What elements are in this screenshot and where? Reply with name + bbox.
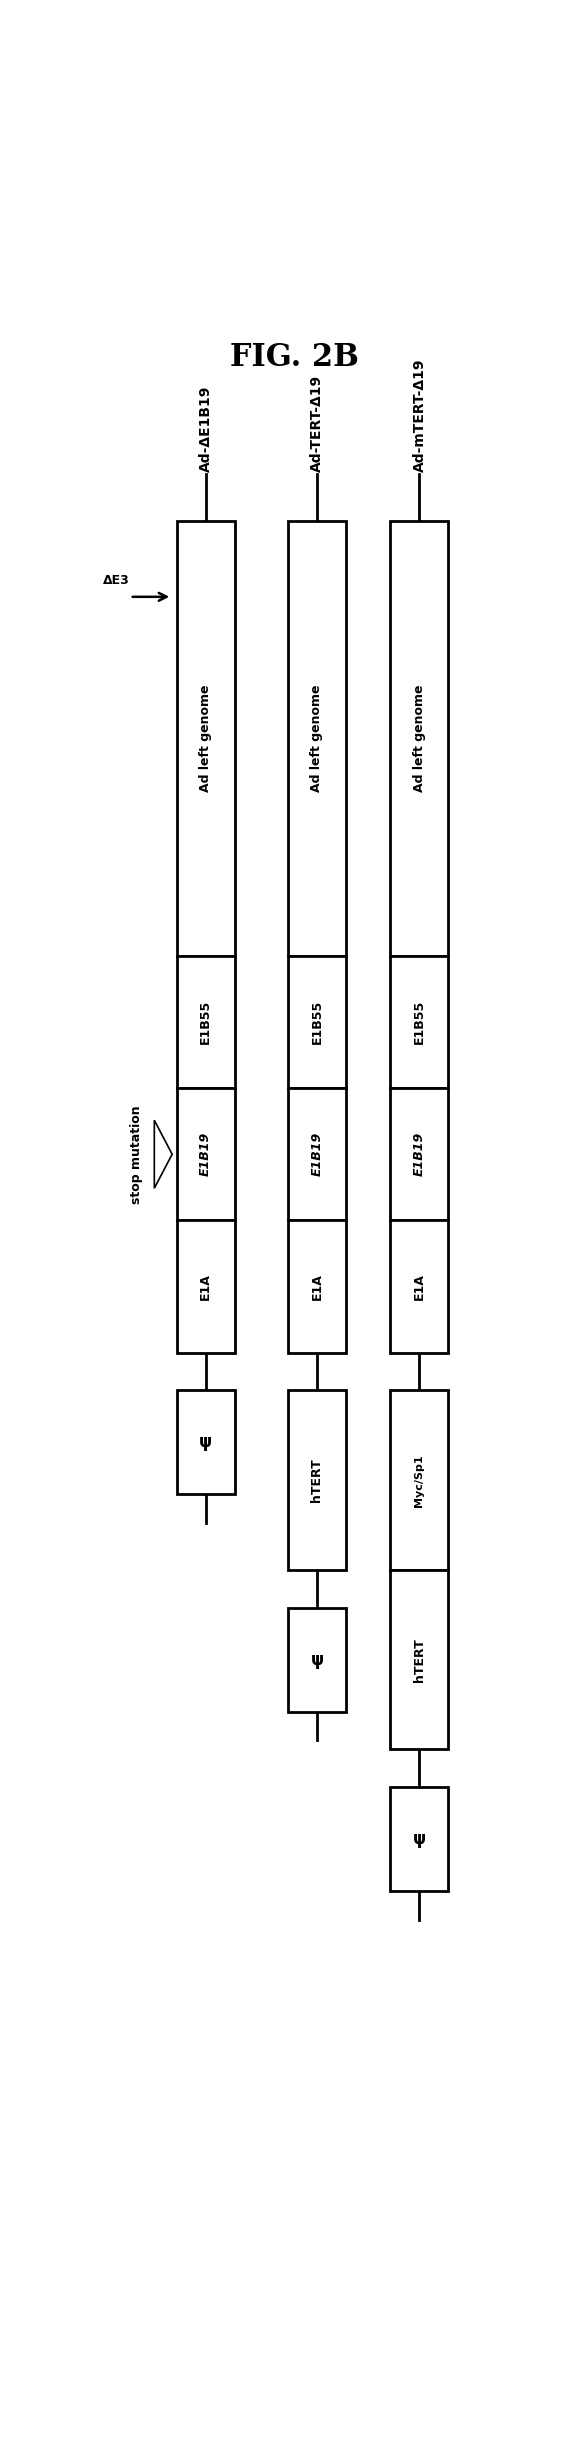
Bar bbox=[390, 1220, 448, 1352]
Text: E1B19: E1B19 bbox=[310, 1131, 324, 1175]
Text: E1B19: E1B19 bbox=[199, 1131, 212, 1175]
Text: ψ: ψ bbox=[413, 1831, 426, 1848]
Bar bbox=[288, 520, 346, 957]
Bar bbox=[288, 1220, 346, 1352]
Bar bbox=[177, 520, 235, 957]
Text: ΔE3: ΔE3 bbox=[103, 574, 130, 587]
Bar bbox=[177, 1087, 235, 1220]
Text: hTERT: hTERT bbox=[310, 1458, 324, 1502]
Text: E1A: E1A bbox=[413, 1274, 426, 1301]
Polygon shape bbox=[154, 1119, 172, 1188]
Text: Myc/Sp1: Myc/Sp1 bbox=[415, 1453, 424, 1507]
Bar bbox=[177, 1391, 235, 1494]
Bar bbox=[288, 1087, 346, 1220]
Text: Ad-TERT-Δ19: Ad-TERT-Δ19 bbox=[310, 375, 324, 471]
Text: Ad left genome: Ad left genome bbox=[310, 685, 324, 793]
Bar bbox=[390, 1087, 448, 1220]
Bar bbox=[177, 1220, 235, 1352]
Text: Ad left genome: Ad left genome bbox=[413, 685, 426, 793]
Text: FIG. 2B: FIG. 2B bbox=[230, 341, 359, 373]
Bar bbox=[288, 1391, 346, 1571]
Bar bbox=[177, 957, 235, 1087]
Text: E1A: E1A bbox=[310, 1274, 324, 1301]
Text: ψ: ψ bbox=[310, 1652, 324, 1669]
Bar bbox=[390, 957, 448, 1087]
Bar bbox=[288, 957, 346, 1087]
Bar bbox=[390, 1391, 448, 1571]
Text: E1B55: E1B55 bbox=[310, 999, 324, 1043]
Text: Ad-ΔE1B19: Ad-ΔE1B19 bbox=[198, 385, 213, 471]
Bar bbox=[288, 1607, 346, 1713]
Text: E1B55: E1B55 bbox=[413, 999, 426, 1043]
Text: E1A: E1A bbox=[199, 1274, 212, 1301]
Text: ψ: ψ bbox=[199, 1433, 212, 1450]
Bar bbox=[390, 520, 448, 957]
Text: Ad left genome: Ad left genome bbox=[199, 685, 212, 793]
Text: hTERT: hTERT bbox=[413, 1637, 426, 1681]
Text: Ad-mTERT-Δ19: Ad-mTERT-Δ19 bbox=[412, 358, 427, 471]
Text: stop mutation: stop mutation bbox=[130, 1104, 143, 1202]
Text: E1B55: E1B55 bbox=[199, 999, 212, 1043]
Bar bbox=[390, 1787, 448, 1892]
Bar bbox=[390, 1571, 448, 1750]
Text: E1B19: E1B19 bbox=[413, 1131, 426, 1175]
